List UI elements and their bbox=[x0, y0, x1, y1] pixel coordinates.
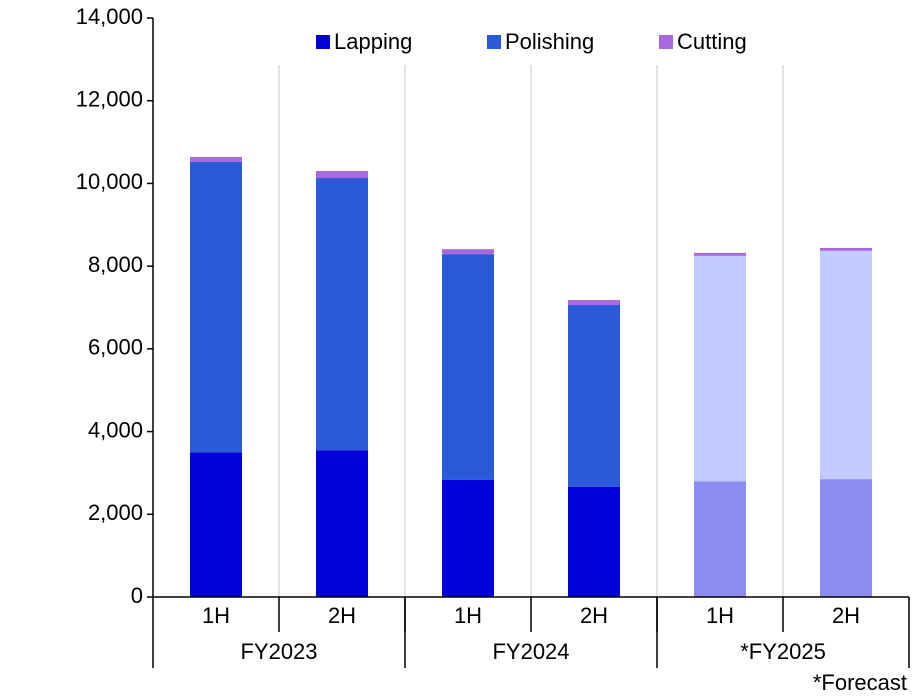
legend-label: Lapping bbox=[334, 29, 412, 54]
bar-segment bbox=[316, 450, 368, 597]
x-tick-label: 2H bbox=[832, 603, 860, 628]
note: *Forecast bbox=[813, 670, 907, 695]
bar-segment bbox=[694, 255, 746, 482]
y-tick-label: 2,000 bbox=[88, 500, 143, 525]
y-tick-label: 10,000 bbox=[76, 169, 143, 194]
y-tick-label: 14,000 bbox=[76, 4, 143, 29]
legend-swatch bbox=[659, 35, 673, 49]
group-label: *FY2025 bbox=[740, 639, 826, 664]
bar-segment bbox=[190, 161, 242, 453]
bar-segment bbox=[190, 156, 242, 162]
bar-segment bbox=[442, 254, 494, 480]
bar-segment bbox=[442, 479, 494, 597]
legend-swatch bbox=[487, 35, 501, 49]
y-tick-label: 6,000 bbox=[88, 335, 143, 360]
legend-label: Polishing bbox=[505, 29, 594, 54]
y-tick-label: 4,000 bbox=[88, 417, 143, 442]
x-tick-label: 1H bbox=[202, 603, 230, 628]
x-tick-label: 2H bbox=[580, 603, 608, 628]
bar-segment bbox=[568, 305, 620, 487]
bar-segment bbox=[820, 250, 872, 480]
bar-segment bbox=[694, 252, 746, 256]
x-tick-label: 1H bbox=[706, 603, 734, 628]
group-label: FY2024 bbox=[492, 639, 569, 664]
bar-segment bbox=[316, 171, 368, 179]
bar-segment bbox=[568, 300, 620, 306]
legend-swatch bbox=[316, 35, 330, 49]
x-tick-label: 2H bbox=[328, 603, 356, 628]
y-tick-label: 8,000 bbox=[88, 252, 143, 277]
bar-segment bbox=[820, 479, 872, 597]
y-tick-label: 12,000 bbox=[76, 87, 143, 112]
bar-segment bbox=[694, 481, 746, 597]
bar-segment bbox=[820, 247, 872, 251]
bar-segment bbox=[190, 452, 242, 597]
x-tick-label: 1H bbox=[454, 603, 482, 628]
legend-label: Cutting bbox=[677, 29, 747, 54]
y-tick-label: 0 bbox=[131, 583, 143, 608]
bar-segment bbox=[568, 486, 620, 597]
bar-segment bbox=[442, 249, 494, 255]
group-label: FY2023 bbox=[240, 639, 317, 664]
bar-segment bbox=[316, 178, 368, 451]
